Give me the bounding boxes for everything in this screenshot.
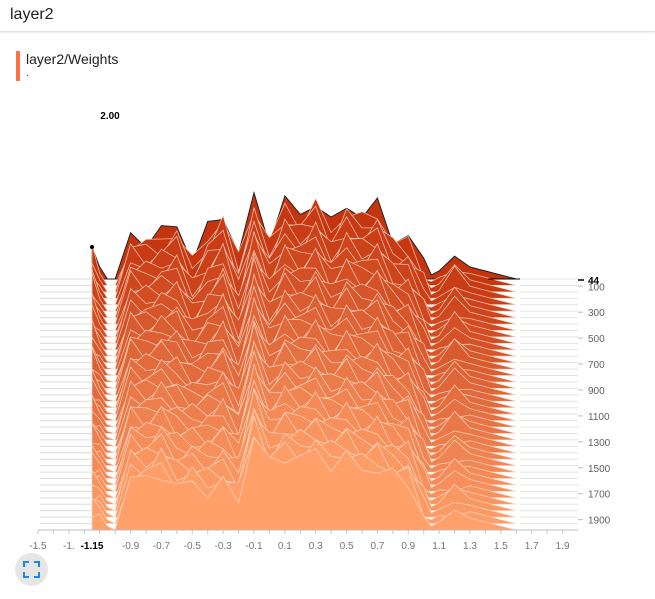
card-accent-bar [16, 51, 20, 81]
histogram-step-area [91, 436, 517, 531]
x-tick-label: -0.7 [153, 541, 171, 550]
hover-step-label: 44 [588, 276, 600, 287]
x-tick-label: 1.5 [494, 541, 508, 550]
y-tick-label: 900 [588, 386, 605, 397]
y-tick-label: 700 [588, 360, 605, 371]
page-header: layer2 [0, 0, 655, 32]
x-tick-label: 0.1 [278, 541, 292, 550]
x-tick-label: -0.3 [215, 541, 233, 550]
card-subtitle: . [26, 68, 29, 79]
x-tick-label: 0.9 [401, 541, 415, 550]
expand-button[interactable] [15, 553, 48, 586]
hover-point [90, 245, 94, 249]
x-tick-label: 1.1 [432, 541, 446, 550]
x-tick-label: 0.3 [309, 541, 323, 550]
x-tick-label: -1.15 [81, 541, 104, 550]
x-tick-label: 0.5 [340, 541, 354, 550]
y-tick-label: 500 [588, 334, 605, 345]
card-title: layer2/Weights [26, 51, 119, 67]
x-tick-label: -1. [63, 541, 75, 550]
run-title: layer2 [10, 6, 54, 23]
x-tick-label: 1.7 [525, 541, 539, 550]
hover-value-label: 2.00 [100, 111, 120, 122]
y-tick-label: 1500 [588, 464, 611, 475]
histogram-chart[interactable]: 100 300 500 700 900 1100 1300 1500 1700 1900 -1.5 -… [0, 0, 655, 550]
y-tick-label: 300 [588, 308, 605, 319]
y-tick-label: 100 [588, 282, 605, 293]
x-tick-label: -0.9 [122, 541, 140, 550]
x-tick-label: -1.5 [29, 541, 47, 550]
x-tick-label: 1.9 [556, 541, 570, 550]
x-tick-label: 0.7 [370, 541, 384, 550]
y-tick-label: 1900 [588, 516, 611, 527]
x-tick-label: -0.1 [245, 541, 263, 550]
x-tick-label: 1.3 [463, 541, 477, 550]
fullscreen-icon [23, 561, 40, 578]
y-tick-label: 1300 [588, 438, 611, 449]
y-tick-label: 1100 [588, 412, 610, 423]
y-tick-label: 1700 [588, 490, 611, 501]
x-tick-label: -0.5 [184, 541, 202, 550]
